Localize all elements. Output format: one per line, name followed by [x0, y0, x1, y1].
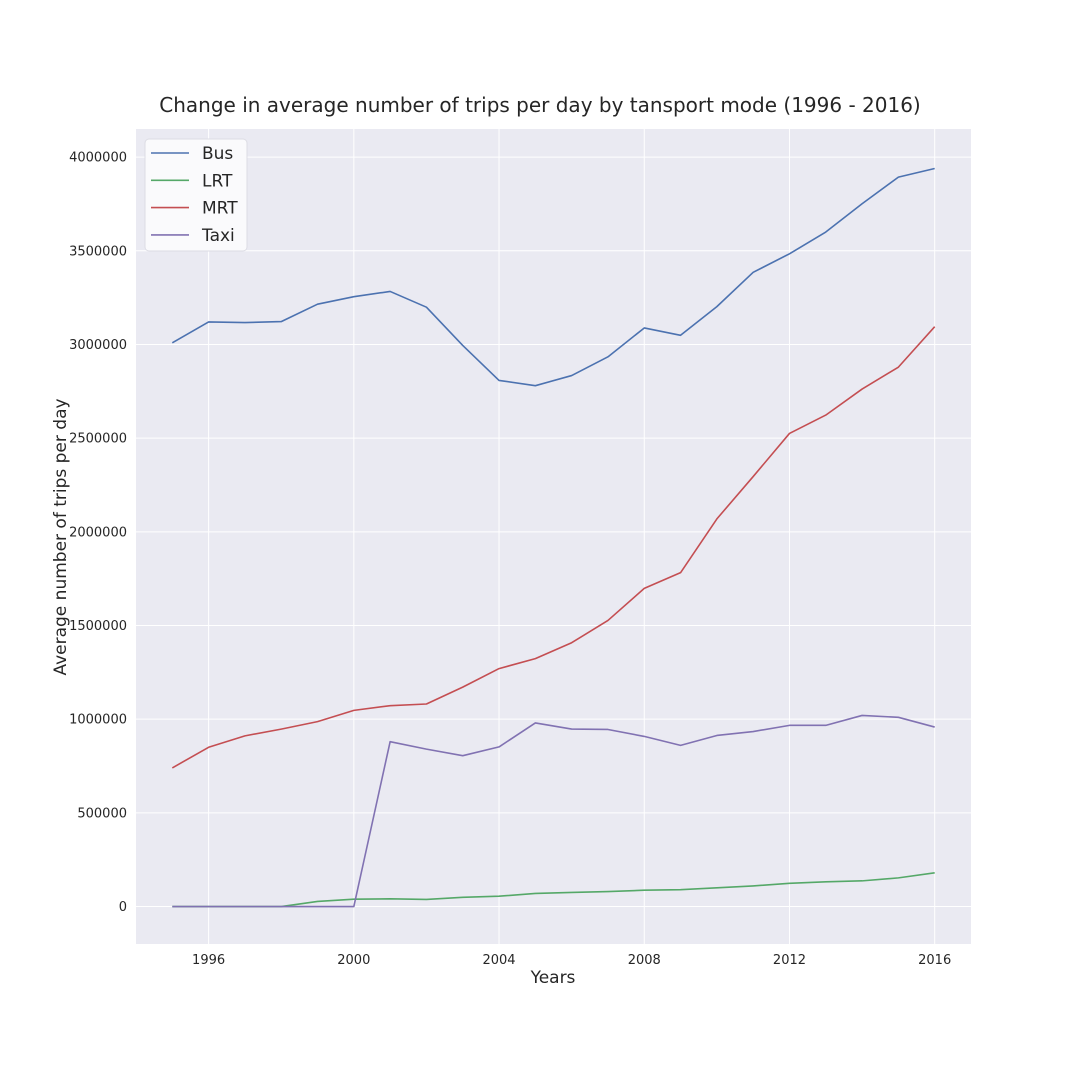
series-line-lrt [172, 872, 935, 908]
legend-label-lrt: LRT [202, 171, 233, 191]
y-tick-label: 4000000 [69, 151, 127, 166]
y-tick-label: 1000000 [69, 713, 127, 728]
chart-title: Change in average number of trips per da… [159, 93, 920, 117]
y-axis-label: Average number of trips per day [51, 398, 71, 675]
series-line-mrt [171, 326, 936, 769]
legend-label-mrt: MRT [202, 199, 238, 219]
y-tick-label: 3000000 [69, 338, 127, 353]
x-tick-label: 2004 [482, 953, 515, 968]
series-line-bus [171, 167, 935, 387]
legend: Bus LRT MRT Taxi [144, 138, 248, 252]
legend-box [144, 138, 248, 252]
plot-area [136, 129, 971, 944]
x-tick-label: 2000 [337, 953, 370, 968]
y-tick-label: 500000 [77, 806, 127, 821]
series-lines [171, 167, 936, 908]
legend-label-taxi: Taxi [201, 226, 235, 246]
tick-labels: 1996 2000 2004 2008 2012 2016 0 500000 1000000 15… [69, 151, 951, 968]
x-tick-label: 1996 [192, 953, 225, 968]
y-tick-label: 2000000 [69, 525, 127, 540]
y-tick-label: 0 [119, 900, 127, 915]
y-tick-label: 3500000 [69, 244, 127, 259]
y-tick-label: 2500000 [69, 432, 127, 447]
x-axis-label: Years [530, 968, 576, 988]
x-tick-label: 2008 [628, 953, 661, 968]
grid-lines [136, 129, 971, 944]
legend-label-bus: Bus [202, 144, 233, 164]
x-tick-label: 2016 [918, 953, 951, 968]
y-tick-label: 1500000 [69, 619, 127, 634]
x-tick-label: 2012 [773, 953, 806, 968]
series-line-taxi [172, 714, 935, 908]
